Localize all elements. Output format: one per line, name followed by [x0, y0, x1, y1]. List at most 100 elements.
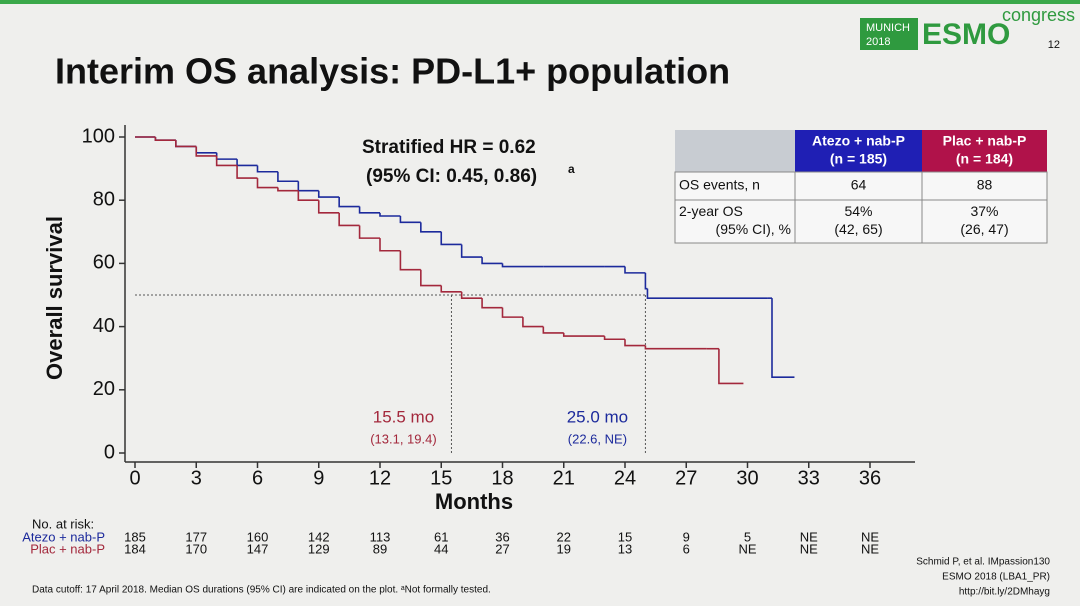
median-label: 15.5 mo — [373, 407, 434, 426]
table-text: OS events, n — [679, 177, 760, 193]
hr-ci-note: a — [568, 162, 575, 176]
median-ci: (22.6, NE) — [568, 431, 627, 446]
survival-step — [256, 178, 278, 189]
table-text: 37% — [970, 203, 998, 219]
survival-step — [317, 200, 340, 214]
hr-ci: (95% CI: 0.45, 0.86) — [366, 166, 537, 187]
x-tick-label: 15 — [430, 467, 452, 489]
risk-value: 15 — [618, 529, 632, 544]
page-number: 12 — [1048, 39, 1060, 51]
x-tick-label: 9 — [313, 467, 324, 489]
survival-step — [379, 238, 401, 252]
reference: Schmid P, et al. IMpassion130 — [916, 557, 1050, 568]
survival-step — [236, 165, 258, 179]
table-cell — [794, 171, 923, 201]
survival-step — [175, 140, 197, 148]
x-axis-title: Months — [435, 489, 513, 514]
risk-title: No. at risk: — [32, 516, 94, 531]
y-axis-title: Overall survival — [42, 216, 67, 380]
risk-value: 170 — [185, 541, 207, 556]
x-tick-label: 27 — [675, 467, 697, 489]
survival-step — [256, 165, 278, 173]
table-text: (95% CI), % — [716, 221, 791, 237]
survival-step — [440, 231, 462, 246]
risk-value: NE — [800, 529, 818, 544]
risk-value: 129 — [308, 541, 330, 556]
survival-step — [379, 212, 401, 217]
survival-step — [420, 269, 442, 287]
table-cell — [674, 171, 796, 201]
survival-step — [501, 307, 523, 318]
x-tick-label: 21 — [553, 467, 575, 489]
risk-value: 147 — [247, 541, 269, 556]
survival-step — [317, 190, 340, 198]
survival-step — [624, 339, 646, 347]
logo-box — [860, 18, 918, 50]
y-tick-label: 40 — [93, 315, 115, 337]
table-corner — [675, 130, 795, 172]
risk-value: 36 — [495, 529, 509, 544]
survival-step — [644, 345, 707, 350]
y-tick-label: 60 — [93, 252, 115, 274]
survival-step — [542, 326, 564, 334]
slide-title: Interim OS analysis: PD-L1+ population — [55, 51, 730, 92]
risk-value: 6 — [683, 541, 690, 556]
x-tick-label: 18 — [491, 467, 513, 489]
risk-value: 160 — [247, 529, 269, 544]
survival-step — [522, 317, 544, 328]
x-tick-label: 12 — [369, 467, 391, 489]
logo-year: 2018 — [866, 36, 890, 48]
table-header-text: Atezo + nab-P — [812, 133, 905, 149]
risk-row-label: Atezo + nab-P — [22, 529, 105, 544]
x-tick-label: 3 — [191, 467, 202, 489]
survival-step — [624, 266, 646, 274]
survival-step — [646, 288, 768, 299]
reference: http://bit.ly/2DMhayg — [959, 587, 1050, 598]
survival-step — [277, 187, 299, 192]
risk-value: 13 — [618, 541, 632, 556]
footnote-cutoff: Data cutoff: 17 April 2018. Median OS du… — [32, 585, 491, 596]
logo-brand: ESMO — [922, 18, 1010, 51]
survival-step — [460, 291, 483, 299]
risk-value: 44 — [434, 541, 448, 556]
survival-step — [603, 336, 625, 341]
risk-value: 19 — [557, 541, 571, 556]
survival-step — [338, 212, 360, 227]
risk-value: 177 — [185, 529, 207, 544]
survival-step — [399, 216, 421, 224]
survival-step — [460, 244, 483, 258]
table-text: (42, 65) — [834, 221, 882, 237]
risk-value: NE — [738, 541, 756, 556]
table-header-text: (n = 184) — [956, 151, 1013, 167]
median-ci: (13.1, 19.4) — [370, 431, 437, 446]
table-cell — [921, 171, 1048, 201]
table-cell — [921, 199, 1048, 244]
survival-step — [718, 348, 744, 385]
reference: ESMO 2018 (LBA1_PR) — [942, 572, 1050, 583]
x-tick-label: 36 — [859, 467, 881, 489]
survival-step — [481, 298, 503, 309]
table-text: 64 — [851, 177, 867, 193]
risk-value: 142 — [308, 529, 330, 544]
risk-value: NE — [861, 529, 879, 544]
x-tick-label: 33 — [798, 467, 820, 489]
survival-step — [420, 222, 442, 233]
logo-city: MUNICH — [866, 22, 910, 34]
risk-value: 113 — [370, 529, 391, 544]
survival-step — [481, 257, 503, 265]
top-border — [0, 0, 1080, 4]
table-cell — [674, 199, 796, 244]
risk-value: 5 — [744, 529, 751, 544]
table-header-text: Plac + nab-P — [943, 133, 1027, 149]
survival-step — [277, 171, 299, 183]
y-tick-label: 0 — [104, 441, 115, 463]
table-header-cell — [795, 130, 922, 172]
table-text: 2-year OS — [679, 203, 743, 219]
y-tick-label: 20 — [93, 378, 115, 400]
survival-step — [215, 155, 238, 167]
risk-value: 22 — [557, 529, 571, 544]
logo-tag: congress — [1002, 5, 1075, 25]
table-cell — [794, 199, 923, 244]
